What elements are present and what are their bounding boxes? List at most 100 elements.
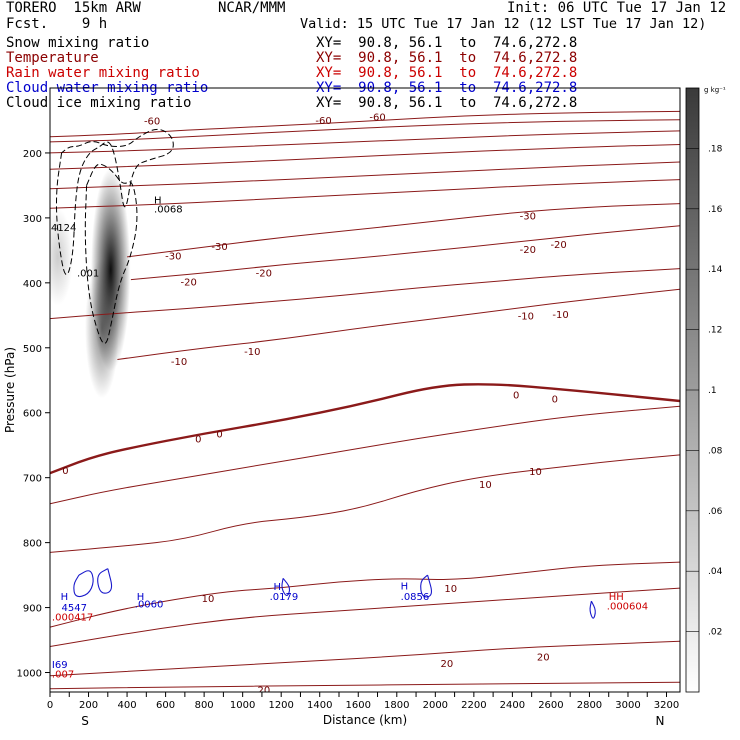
field-annotation: .001 [77,268,99,279]
temperature-contour-label: 0 [62,466,68,477]
x-tick-label: 1000 [230,700,255,711]
x-tick-label: 400 [118,700,137,711]
temperature-contour [50,587,680,647]
temperature-contour-label: -30 [211,242,227,253]
temperature-contour-label: 20 [441,659,454,670]
temperature-contour [50,161,680,190]
field-annotation: .000604 [607,602,648,613]
field-annotation: .000417 [52,613,93,624]
temperature-contour-label: 10 [529,467,542,478]
field-xy-rain: XY= 90.8, 56.1 to 74.6,272.8 [316,65,578,81]
x-tick-label: 2000 [423,700,448,711]
model-title: TORERO 15km ARW [6,0,141,16]
y-tick-label: 1000 [17,669,42,680]
snow-shading-layer [50,168,131,399]
x-tick-label: 2200 [461,700,486,711]
y-tick-label: 200 [23,149,42,160]
field-annotation: 4547 [62,603,87,614]
snow-shade-blob [85,258,120,399]
colorbar-tick-label: .18 [708,144,723,154]
temperature-contour-label: 0 [216,430,222,441]
colorbar-tick-label: .14 [708,265,723,275]
x-tick-label: 2600 [538,700,563,711]
cloud-ice-contour [84,163,138,344]
field-label-temperature: Temperature [6,50,99,66]
field-xy-snow: XY= 90.8, 56.1 to 74.6,272.8 [316,35,578,51]
temperature-contour-label: -10 [171,357,187,368]
temperature-contour [50,561,680,628]
colorbar-tick-label: .16 [708,205,723,215]
temperature-contour-label: 10 [479,480,492,491]
x-tick-label: 3000 [615,700,640,711]
temperature-contour-label: -10 [552,310,568,321]
temperature-contour-label: 10 [444,584,457,595]
colorbar-tick-label: .12 [708,326,722,336]
field-xy-temperature: XY= 90.8, 56.1 to 74.6,272.8 [316,50,578,66]
plot-frame [49,87,681,693]
field-annotation: H [154,196,162,207]
valid-time: Valid: 15 UTC Tue 17 Jan 12 (12 LST Tue … [300,16,707,32]
field-annotation: H [273,582,281,593]
colorbar-unit: g kg⁻¹ [704,86,726,94]
field-annotation: .0068 [154,205,183,216]
y-tick-label: 600 [23,409,42,420]
temperature-contour-label: -20 [256,268,272,279]
temperature-contour [50,681,680,690]
temperature-contour-label: -60 [369,113,385,124]
x-tick-label: 1200 [268,700,293,711]
field-annotation: 4124 [51,223,76,234]
field-label-snow: Snow mixing ratio [6,35,150,51]
temperature-contour [50,405,680,505]
annotation-layer: 4124.001H.0068H4547.000417H.0060H.0179H.… [51,196,648,681]
temperature-contour-label: -10 [518,311,534,322]
axes-layer: 0 200 400 600 800 1000 1200 1400 1600 1800 2000 220… [17,149,680,711]
init-time: Init: 06 UTC Tue 17 Jan 12 [507,0,727,16]
x-tick-label: 600 [156,700,175,711]
forecast-hour: Fcst. 9 h [6,16,108,32]
x-tick-label: 200 [79,700,98,711]
field-annotation: .0856 [401,592,430,603]
cloud-water-contour [420,574,433,598]
field-annotation: H [61,592,69,603]
temperature-contour-label: -30 [520,211,536,222]
temperature-contour-label: -60 [315,116,331,127]
cloud-ice-contour [55,128,174,276]
temperature-contour [50,268,680,320]
temperature-contour [130,225,680,281]
y-tick-label: 900 [23,604,42,615]
field-label-rain: Rain water mixing ratio [6,65,200,81]
colorbar-tick-label: .02 [708,628,722,638]
field-annotation: .007 [52,670,74,681]
temperature-contour [50,383,680,475]
cloud-water-contour [97,568,113,594]
x-tick-label: 1600 [346,700,371,711]
temperature-contour [127,203,680,258]
colorbar-tick-label: .08 [708,446,723,456]
colorbar-tick-label: .1 [708,386,717,396]
temperature-contour-label: -20 [520,245,536,256]
y-tick-label: 400 [23,279,42,290]
field-annotation: H [137,592,145,603]
x-tick-label: 2400 [500,700,525,711]
temperature-contour [50,130,680,154]
cloud-water-contour-layer [73,568,596,619]
temperature-contour-label: -10 [244,347,260,358]
endpoint-right-label: N [656,714,665,728]
temperature-contour [50,640,680,677]
field-annotation: HH [609,592,624,603]
x-axis-label: Distance (km) [323,713,407,727]
temperature-contour-label: -20 [550,240,566,251]
temperature-contour [50,179,680,209]
y-tick-label: 500 [23,344,42,355]
temperature-contour-label: 0 [552,394,558,405]
field-label-cloud-ice: Cloud ice mixing ratio [6,95,192,111]
temperature-contour-label: 0 [195,435,201,446]
field-annotation: .0060 [135,600,164,611]
field-annotation: H [401,581,409,592]
temperature-contour-label: -20 [181,278,197,289]
x-tick-label: 1400 [307,700,332,711]
cloud-water-contour [589,600,596,619]
colorbar-tick-label: .06 [708,507,723,517]
